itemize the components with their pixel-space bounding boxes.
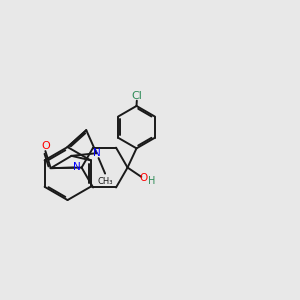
- Text: N: N: [93, 148, 101, 158]
- Text: O: O: [41, 141, 50, 152]
- Text: Cl: Cl: [132, 91, 142, 101]
- Text: O: O: [139, 173, 147, 183]
- Text: N: N: [73, 162, 80, 172]
- Text: CH₃: CH₃: [97, 177, 113, 186]
- Text: H: H: [148, 176, 155, 186]
